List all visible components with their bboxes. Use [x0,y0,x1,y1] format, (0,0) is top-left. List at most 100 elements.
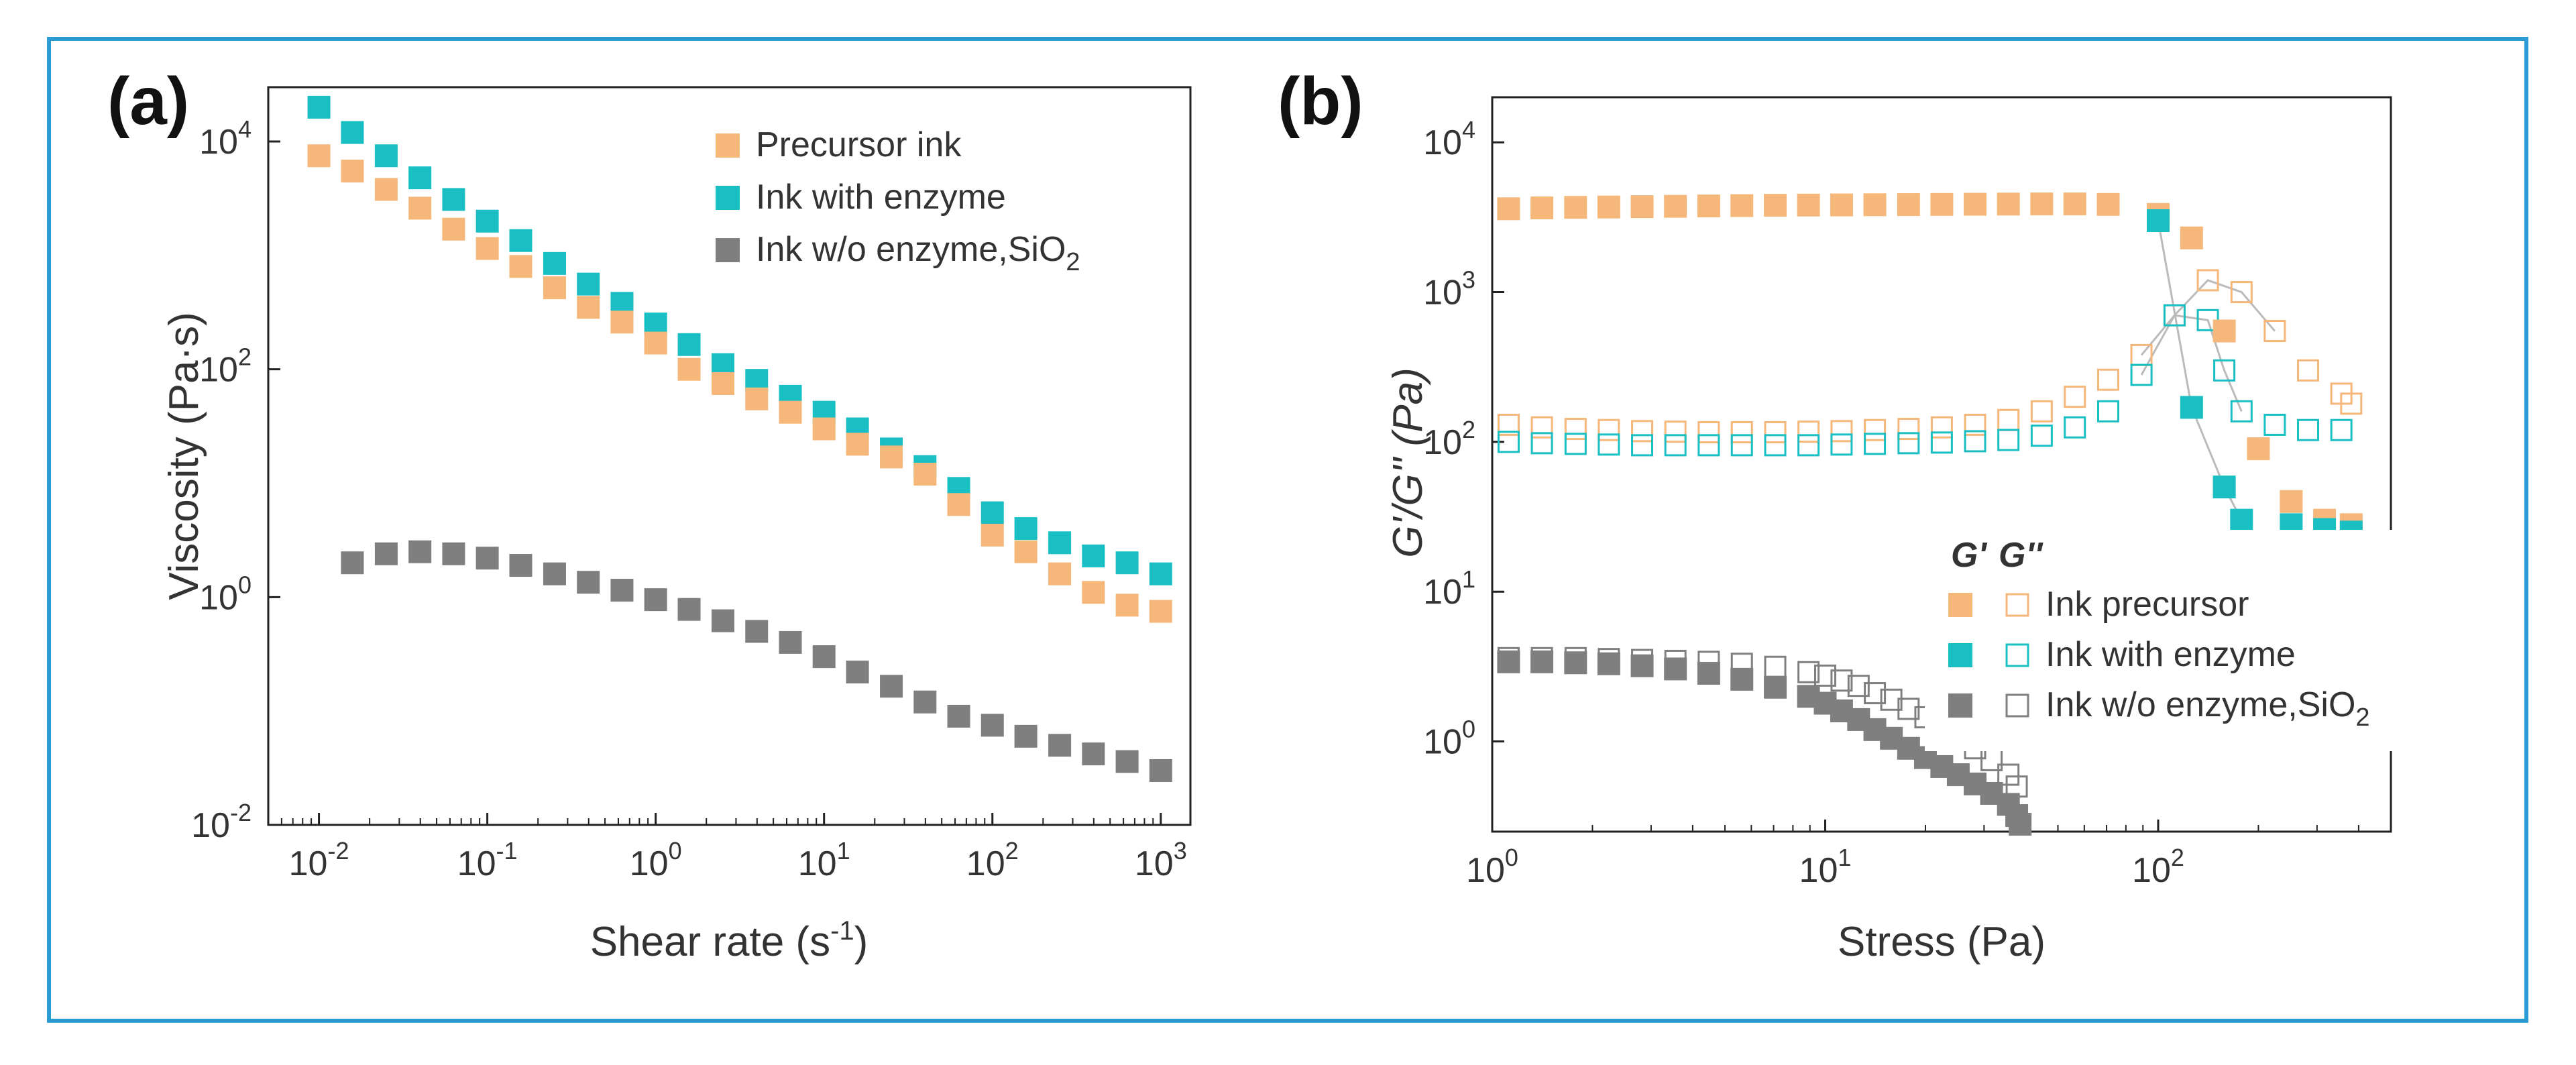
a-data-point [947,493,970,516]
a-data-point [745,387,769,410]
b-data-point [2230,281,2253,304]
b-data-point [1730,434,1753,457]
a-data-point [644,313,667,336]
a-data-point [543,562,566,585]
b-data-point [1930,416,1953,439]
b-data-point [1630,195,1654,219]
a-data-point [1014,540,1038,563]
b-legend-label: Ink with enzyme [2046,635,2296,674]
panel-b: (b) 100 101 102 100 101 102 103 104 Stress (Pa… [1278,64,2394,965]
b-legend-swatch-filled [1948,693,1972,718]
b-data-point [1764,675,1787,699]
b-data-point [1847,675,1870,697]
b-data-point [1897,697,1920,720]
b-data-point [1797,434,1820,457]
b-data-point [1664,194,1687,218]
b-data-point [2340,392,2363,415]
panel-b-connector-lines [2140,220,2276,521]
b-data-point [1630,654,1654,677]
b-legend-background [1925,530,2394,751]
a-data-point [1149,562,1172,585]
b-data-point [1530,432,1553,455]
a-data-point [644,588,667,612]
b-y-tick-label: 100 [1423,716,1475,762]
a-data-point [1149,600,1172,623]
b-y-tick-label: 103 [1423,266,1475,313]
b-data-point [2063,192,2086,216]
a-series-1 [307,144,1172,623]
a-data-point [442,217,465,241]
b-legend-swatch-filled [1948,593,1972,617]
a-data-point [913,463,937,486]
a-data-point [475,237,499,260]
b-data-point [1530,650,1554,673]
a-data-point [812,645,836,669]
b-data-point [1863,193,1887,217]
panel-b-letter: (b) [1278,64,1363,139]
a-data-point [711,609,734,632]
a-data-point [677,598,701,621]
b-series-4 [2146,209,2363,544]
a-data-point [846,433,869,456]
b-connector-line [2140,314,2243,412]
b-data-point [1598,418,1620,441]
a-y-tick-label: 10-2 [191,799,251,845]
b-data-point [2097,368,2120,391]
a-data-point [981,501,1004,524]
panel-a: (a) 10-2 10-1 100 101 102 103 10-2 100 102 104 S… [107,64,1192,965]
a-y-tick-label: 104 [199,115,251,162]
a-data-point [307,144,331,168]
b-data-point [1830,420,1853,443]
a-data-point [509,255,533,278]
b-connector-line [2140,279,2276,356]
b-data-point [1564,418,1587,441]
b-data-point [1664,657,1687,681]
b-data-point [2180,396,2203,419]
b-y-tick-label: 101 [1423,565,1475,612]
panel-a-legend: Precursor ink Ink with enzyme Ink w/o enzy… [716,125,1080,276]
b-data-point [1497,431,1520,453]
b-data-point [1930,431,1953,454]
a-x-tick-label: 100 [630,837,682,883]
b-data-point [1697,661,1720,685]
a-data-point [1048,531,1072,555]
b-data-point [1797,421,1820,443]
a-data-point [779,630,802,654]
a-data-point [1014,517,1038,541]
b-data-point [1997,429,2020,451]
a-data-point [1115,551,1139,575]
b-data-point [1764,434,1787,457]
b-data-point [1497,197,1520,221]
b-data-point [1897,418,1920,441]
a-data-point [745,620,769,643]
a-data-point [475,209,499,233]
b-data-point [2180,226,2203,249]
b-data-point [1997,763,2020,786]
a-data-point [442,542,465,565]
b-data-point [2096,192,2120,216]
a-data-point [1149,759,1172,782]
panel-b-series [1497,192,2363,836]
b-legend-swatch-filled [1948,643,1972,667]
b-data-point [2280,490,2303,513]
b-data-point [1930,192,1954,216]
a-x-tick-label: 102 [966,837,1019,883]
b-data-point [2030,192,2054,216]
b-data-point [1564,433,1587,455]
b-connector-line [2157,220,2243,521]
a-data-point [1082,581,1105,604]
a-legend-swatch [716,186,740,210]
b-data-point [1530,416,1553,439]
b-data-point [2009,813,2032,836]
b-data-point [1730,194,1754,217]
b-legend-label: Ink precursor [2046,585,2249,624]
b-data-point [1564,651,1587,675]
a-data-point [644,331,667,355]
b-data-point [2297,359,2320,382]
a-series-0 [307,95,1172,585]
b-data-point [1631,420,1654,443]
panel-b-y-axis-title: G'/G'' (Pa) [1385,368,1431,558]
panel-a-series [307,95,1172,782]
b-data-point [1897,193,1920,217]
a-data-point [442,188,465,211]
